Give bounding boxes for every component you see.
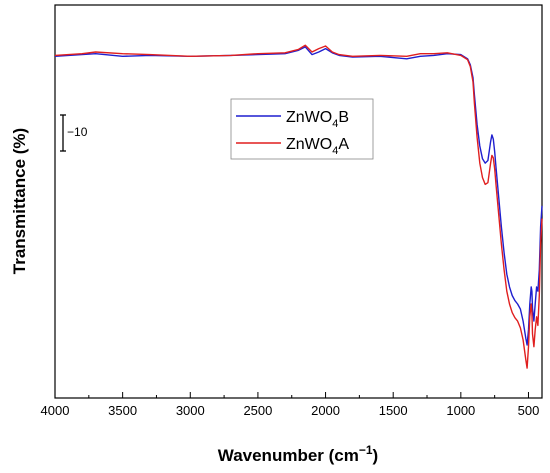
- legend-label-zno4a-sub: 4: [332, 145, 338, 157]
- x-tick-label: 1500: [379, 403, 408, 418]
- legend: ZnWO4B ZnWO4A: [230, 98, 374, 160]
- series-line-znwo4a: [54, 44, 543, 369]
- plot-frame: [54, 4, 543, 399]
- legend-label-zno4a-main: ZnWO: [286, 136, 332, 153]
- legend-label-zno4a-tail: A: [338, 136, 349, 153]
- scale-bar-label: −10: [67, 125, 88, 139]
- x-axis-title: Wavenumber (cm−1): [218, 443, 378, 465]
- legend-label-zno4b-main: ZnWO: [286, 109, 332, 126]
- x-tick-label: 3500: [108, 403, 137, 418]
- x-axis-title-superscript: −1: [359, 443, 373, 457]
- series-layer: [54, 44, 543, 369]
- x-axis-ticks: 4000 3500 3000 2500 2000 1500 1000 500: [41, 392, 540, 418]
- legend-label-zno4b-sub: 4: [332, 118, 338, 130]
- legend-label-zno4a: ZnWO4A: [286, 136, 349, 157]
- x-tick-label: 1000: [446, 403, 475, 418]
- legend-label-zno4b-tail: B: [338, 109, 349, 126]
- scale-bar-dash: −: [67, 125, 74, 139]
- x-tick-label: 4000: [41, 403, 70, 418]
- scale-bar: −10: [60, 114, 88, 152]
- series-line-znwo4b: [54, 46, 543, 346]
- legend-box: [230, 98, 374, 160]
- y-axis-title: Transmittance (%): [10, 128, 29, 274]
- x-tick-label: 2000: [311, 403, 340, 418]
- x-tick-label: 3000: [176, 403, 205, 418]
- x-axis-title-tail: ): [373, 446, 379, 465]
- x-tick-label: 2500: [243, 403, 272, 418]
- x-tick-label: 500: [518, 403, 540, 418]
- scale-bar-value: 10: [74, 125, 88, 139]
- x-axis-title-main: Wavenumber (cm: [218, 446, 359, 465]
- legend-label-zno4b: ZnWO4B: [286, 109, 349, 130]
